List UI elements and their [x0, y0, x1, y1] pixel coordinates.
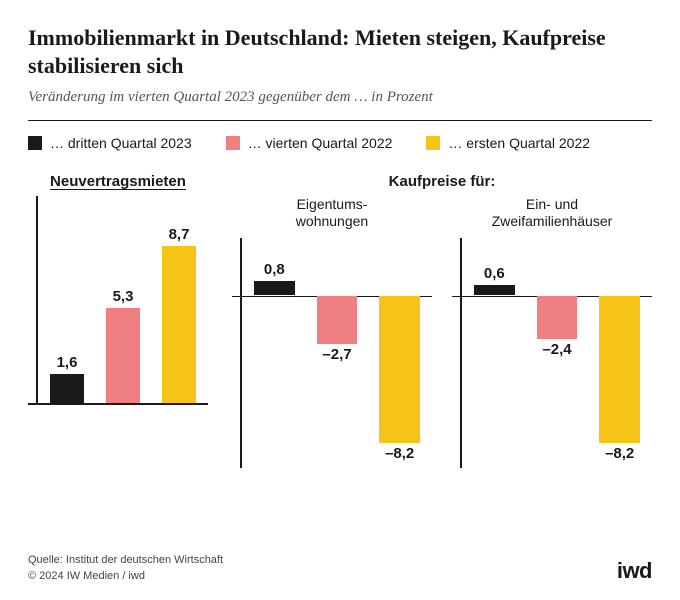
footer-source: Quelle: Institut der deutschen Wirtschaf… — [28, 553, 223, 568]
bar-value-label: 0,8 — [248, 261, 301, 278]
bar-value-label: 5,3 — [100, 288, 146, 305]
axis-line — [240, 238, 242, 468]
bar — [474, 285, 515, 296]
bar — [317, 296, 358, 345]
legend-swatch — [226, 136, 240, 150]
bar — [254, 281, 295, 295]
group-title: Kaufpreise für: — [232, 173, 652, 190]
divider — [28, 120, 652, 121]
axis-line — [460, 238, 462, 468]
bar-wrap: 0,8 — [248, 238, 301, 468]
legend-item: … ersten Quartal 2022 — [426, 135, 590, 151]
sub-label: Eigentums-wohnungen — [232, 196, 432, 232]
bar-value-label: –2,7 — [311, 346, 364, 363]
axis-line — [36, 196, 38, 403]
page-subtitle: Veränderung im vierten Quartal 2023 gege… — [28, 89, 652, 106]
bar-value-label: 1,6 — [44, 354, 90, 371]
legend-swatch — [426, 136, 440, 150]
bar — [599, 296, 640, 444]
sub-label: Ein- undZweifamilienhäuser — [452, 196, 652, 232]
footer-copyright: © 2024 IW Medien / iwd — [28, 569, 223, 584]
chart-group-prices: Kaufpreise für: Eigentums-wohnungen Ein-… — [232, 173, 652, 468]
bar-wrap: 0,6 — [468, 238, 521, 468]
bar-wrap: –2,7 — [311, 238, 364, 468]
chart-group-rents: Neuvertragsmieten 1,6 5,3 8,7 — [28, 173, 208, 468]
bars: 1,6 5,3 8,7 — [44, 196, 202, 426]
legend-label: … dritten Quartal 2023 — [50, 135, 192, 151]
bar — [537, 296, 578, 339]
footer-credits: Quelle: Institut der deutschen Wirtschaf… — [28, 553, 223, 584]
bar-value-label: 8,7 — [156, 226, 202, 243]
bar-value-label: –8,2 — [593, 445, 646, 462]
legend: … dritten Quartal 2023 … vierten Quartal… — [28, 135, 652, 151]
bar — [50, 374, 84, 403]
bar-chart-rents: 1,6 5,3 8,7 — [28, 196, 208, 426]
legend-swatch — [28, 136, 42, 150]
bar-wrap: 1,6 — [44, 196, 90, 426]
bar-wrap: –8,2 — [373, 238, 426, 468]
chart-row: 0,8 –2,7 –8,2 0,6 –2,4 –8,2 — [232, 238, 652, 468]
bar-value-label: –8,2 — [373, 445, 426, 462]
bars: 0,6 –2,4 –8,2 — [468, 238, 646, 468]
bar-value-label: 0,6 — [468, 265, 521, 282]
bar-chart-houses: 0,6 –2,4 –8,2 — [452, 238, 652, 468]
bars: 0,8 –2,7 –8,2 — [248, 238, 426, 468]
bar — [106, 308, 140, 403]
charts-row: Neuvertragsmieten 1,6 5,3 8,7 Kaufpreise f… — [28, 173, 652, 468]
bar-chart-condos: 0,8 –2,7 –8,2 — [232, 238, 432, 468]
legend-item: … vierten Quartal 2022 — [226, 135, 393, 151]
group-title: Neuvertragsmieten — [28, 173, 208, 190]
footer: Quelle: Institut der deutschen Wirtschaf… — [28, 553, 652, 584]
sub-labels: Eigentums-wohnungen Ein- undZweifamilien… — [232, 196, 652, 238]
bar-wrap: –8,2 — [593, 238, 646, 468]
bar-wrap: 5,3 — [100, 196, 146, 426]
bar — [162, 246, 196, 403]
bar-value-label: –2,4 — [531, 341, 584, 358]
bar — [379, 296, 420, 444]
legend-label: … vierten Quartal 2022 — [248, 135, 393, 151]
legend-label: … ersten Quartal 2022 — [448, 135, 590, 151]
legend-item: … dritten Quartal 2023 — [28, 135, 192, 151]
bar-wrap: –2,4 — [531, 238, 584, 468]
infographic-root: Immobilienmarkt in Deutschland: Mieten s… — [0, 0, 680, 600]
brand-logo: iwd — [617, 558, 652, 584]
bar-wrap: 8,7 — [156, 196, 202, 426]
page-title: Immobilienmarkt in Deutschland: Mieten s… — [28, 24, 652, 79]
